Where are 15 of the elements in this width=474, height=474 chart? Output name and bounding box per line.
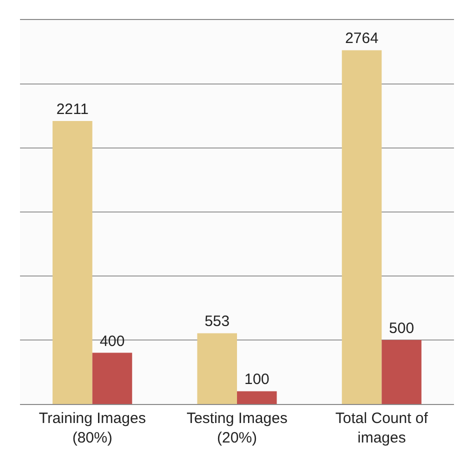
data-label: 2211 [56,100,89,118]
bar [382,340,422,404]
bar [92,352,132,404]
data-label: 2764 [345,30,378,48]
data-label: 553 [204,313,230,330]
data-label: 500 [389,320,414,337]
x-tick-label: Testing Images (20%) [186,410,288,446]
data-label: 100 [244,371,270,388]
x-tick-label: Training Images (80%) [38,410,146,446]
data-label: 400 [100,332,125,350]
bar [237,391,277,404]
x-tick-label: Total Count of images [335,410,429,446]
bar [52,120,92,404]
bar [342,50,382,404]
bar [197,333,237,404]
